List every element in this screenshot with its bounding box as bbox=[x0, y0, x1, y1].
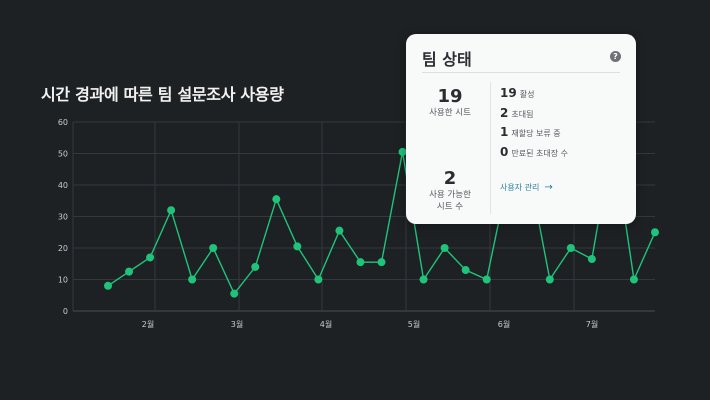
data-point[interactable] bbox=[629, 275, 638, 284]
data-point[interactable] bbox=[167, 206, 176, 215]
stat-value: 1 bbox=[500, 125, 509, 139]
x-tick-label: 4월 bbox=[320, 319, 332, 329]
data-point[interactable] bbox=[251, 262, 260, 271]
stat-expired-invites: 0 만료된 초대장 수 bbox=[500, 145, 568, 165]
data-point[interactable] bbox=[545, 275, 554, 284]
data-point[interactable] bbox=[377, 258, 386, 267]
stat-active: 19 활성 bbox=[500, 86, 568, 106]
data-point[interactable] bbox=[230, 289, 239, 298]
stat-label: 재할당 보류 중 bbox=[511, 129, 561, 138]
manage-users-link[interactable]: 사용자 관리 → bbox=[500, 182, 553, 193]
data-point[interactable] bbox=[419, 275, 428, 284]
stat-pending-reassign: 1 재할당 보류 중 bbox=[500, 125, 568, 145]
y-tick-label: 30 bbox=[58, 213, 68, 222]
y-tick-label: 10 bbox=[58, 276, 68, 285]
data-point[interactable] bbox=[146, 253, 155, 262]
stat-invited: 2 초대됨 bbox=[500, 106, 568, 126]
available-seats-label-1: 사용 가능한 bbox=[429, 190, 471, 200]
data-point[interactable] bbox=[188, 275, 197, 284]
x-tick-label: 5월 bbox=[408, 319, 420, 329]
data-point[interactable] bbox=[272, 195, 281, 204]
chart-title: 시간 경과에 따른 팀 설문조사 사용량 bbox=[41, 85, 284, 104]
help-icon[interactable]: ? bbox=[610, 51, 621, 62]
data-point[interactable] bbox=[125, 267, 134, 276]
y-tick-label: 60 bbox=[58, 118, 68, 127]
data-point[interactable] bbox=[587, 255, 596, 264]
stat-value: 0 bbox=[500, 144, 509, 159]
x-tick-label: 2월 bbox=[142, 319, 154, 329]
arrow-right-icon: → bbox=[544, 182, 553, 193]
card-divider bbox=[422, 72, 620, 73]
data-point[interactable] bbox=[335, 226, 344, 235]
data-point[interactable] bbox=[398, 147, 407, 156]
x-tick-label: 6월 bbox=[498, 319, 510, 329]
data-point[interactable] bbox=[651, 228, 659, 237]
data-point[interactable] bbox=[209, 244, 218, 252]
data-point[interactable] bbox=[104, 281, 112, 290]
seat-stats-list: 19 활성 2 초대됨 1 재할당 보류 중 0 만료된 초대장 수 bbox=[500, 86, 568, 164]
stat-label: 만료된 초대장 수 bbox=[511, 148, 568, 158]
available-seats-value: 2 bbox=[443, 168, 457, 189]
stat-value: 2 bbox=[500, 105, 509, 120]
y-tick-label: 40 bbox=[58, 181, 68, 190]
x-tick-label: 3월 bbox=[231, 319, 243, 329]
stat-label: 초대됨 bbox=[511, 109, 534, 119]
data-point[interactable] bbox=[440, 244, 449, 252]
data-point[interactable] bbox=[461, 266, 470, 275]
used-seats: 19 사용한 시트 bbox=[410, 86, 490, 119]
data-point[interactable] bbox=[482, 275, 491, 284]
card-title: 팀 상태 bbox=[422, 50, 472, 69]
available-seats-label-2: 시트 수 bbox=[436, 202, 464, 212]
y-tick-label: 0 bbox=[63, 307, 68, 316]
used-seats-label: 사용한 시트 bbox=[429, 108, 471, 118]
data-point[interactable] bbox=[293, 242, 302, 251]
used-seats-value: 19 bbox=[437, 86, 463, 107]
y-tick-label: 20 bbox=[58, 244, 68, 253]
stat-value: 19 bbox=[500, 86, 517, 100]
data-point[interactable] bbox=[356, 258, 365, 267]
data-point[interactable] bbox=[314, 275, 323, 284]
team-status-card: 팀 상태 ? 19 사용한 시트 2 사용 가능한 시트 수 19 활성 2 초대됨… bbox=[406, 34, 636, 224]
x-tick-label: 7월 bbox=[586, 319, 598, 329]
manage-users-label: 사용자 관리 bbox=[500, 183, 540, 192]
stat-label: 활성 bbox=[519, 90, 535, 99]
card-vertical-divider bbox=[490, 82, 491, 214]
data-point[interactable] bbox=[566, 244, 575, 252]
available-seats: 2 사용 가능한 시트 수 bbox=[410, 168, 490, 213]
y-tick-label: 50 bbox=[58, 150, 68, 159]
